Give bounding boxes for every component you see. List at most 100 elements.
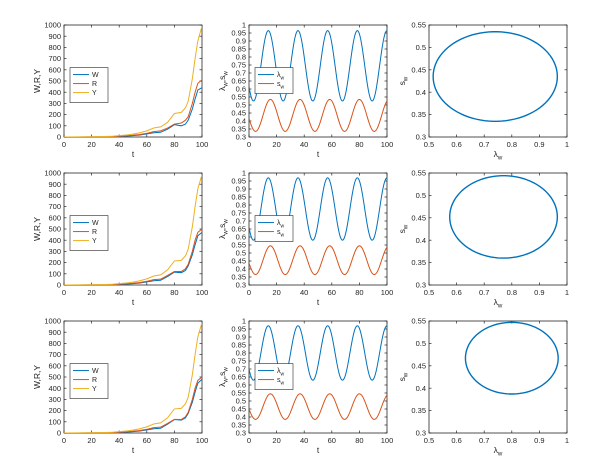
- legend-box: [69, 67, 109, 103]
- legend-box: [254, 67, 294, 94]
- y-axis-label: λw,sw: [217, 71, 230, 91]
- y-tick-label: 200: [48, 110, 61, 119]
- series-line-sw: [249, 393, 387, 420]
- y-tick-label: 0.7: [236, 365, 246, 374]
- y-tick-label: 1: [242, 21, 246, 30]
- plot-area: [64, 322, 202, 433]
- legend: WRY: [69, 67, 109, 103]
- x-tick-label: 100: [381, 288, 394, 297]
- label-sub: w: [281, 76, 285, 82]
- x-axis-label: t: [317, 149, 320, 159]
- y-tick-label: 0.5: [416, 339, 426, 348]
- y-tick-label: 0.9: [236, 333, 246, 342]
- y-tick-label: 0.6: [236, 233, 246, 242]
- y-tick-label: 0.75: [231, 61, 246, 70]
- x-tick-label: 40: [300, 436, 308, 445]
- y-tick-label: 900: [48, 328, 61, 337]
- y-tick-label: 600: [48, 213, 61, 222]
- y-tick-label: 1000: [44, 21, 61, 30]
- y-tick-label: 0: [57, 429, 61, 438]
- y-tick-label: 100: [48, 269, 61, 278]
- legend: WRY: [69, 363, 109, 399]
- x-tick-label: 1: [565, 140, 569, 149]
- x-axis-label: t: [317, 297, 320, 307]
- label-part: λ: [277, 368, 281, 375]
- y-tick-label: 800: [48, 43, 61, 52]
- y-tick-label: 700: [48, 202, 61, 211]
- y-tick-label: 500: [48, 77, 61, 86]
- x-tick-label: 0: [62, 436, 66, 445]
- x-tick-label: 0.8: [507, 436, 517, 445]
- x-tick-label: 0.8: [507, 140, 517, 149]
- plot-area: [249, 325, 387, 420]
- y-tick-label: 400: [48, 384, 61, 393]
- y-tick-label: 0.75: [231, 209, 246, 218]
- label-sub: w: [403, 76, 410, 82]
- y-tick-label: 800: [48, 191, 61, 200]
- y-tick-label: 0.55: [411, 317, 426, 326]
- y-tick-label: 400: [48, 88, 61, 97]
- series-line-sw: [249, 245, 387, 276]
- y-tick-label: 0.95: [231, 177, 246, 186]
- x-axis-label: λw: [494, 297, 503, 310]
- y-tick-label: 0.35: [411, 406, 426, 415]
- plot-area: [64, 174, 202, 285]
- y-tick-label: 0.4: [416, 236, 426, 245]
- y-tick-label: 400: [48, 236, 61, 245]
- y-tick-label: 0.45: [231, 405, 246, 414]
- label-sub: w: [497, 303, 503, 310]
- y-tick-label: 0.35: [411, 258, 426, 267]
- x-tick-label: 40: [115, 140, 123, 149]
- y-tick-label: 200: [48, 258, 61, 267]
- y-tick-label: 0.85: [231, 193, 246, 202]
- y-tick-label: 100: [48, 121, 61, 130]
- label-sub: w: [223, 378, 230, 384]
- y-tick-label: 0.5: [416, 191, 426, 200]
- label-part: λ: [217, 234, 227, 239]
- label-part: ,s: [217, 224, 227, 231]
- x-tick-label: 0.9: [534, 288, 544, 297]
- label-part: s: [277, 81, 281, 88]
- x-tick-label: 60: [328, 288, 336, 297]
- label-sub: w: [223, 230, 230, 236]
- label-sub: w: [223, 71, 230, 77]
- x-tick-label: 20: [87, 140, 95, 149]
- y-tick-label: 1000: [44, 169, 61, 178]
- label-sub: w: [403, 224, 410, 230]
- x-tick-label: 0.5: [424, 288, 434, 297]
- label-part: λ: [217, 382, 227, 387]
- y-tick-label: 0.4: [236, 413, 246, 422]
- panel-9: 0.5 0.6 0.7 0.8 0.9 10.30.350.40.450.50.55λws…: [397, 317, 569, 458]
- y-tick-label: 0.3: [236, 133, 246, 142]
- x-axis-label: λw: [494, 149, 503, 162]
- legend-label-sw: sw: [277, 229, 285, 239]
- label-sub: w: [403, 372, 410, 378]
- series-line-λw: [249, 177, 387, 241]
- y-tick-label: 500: [48, 373, 61, 382]
- y-tick-label: 0.3: [416, 429, 426, 438]
- y-tick-label: 0.3: [236, 429, 246, 438]
- label-part: ,s: [217, 372, 227, 379]
- y-tick-label: 100: [48, 417, 61, 426]
- legend-label-λw: λw: [277, 368, 285, 378]
- plot-area: [249, 30, 387, 132]
- x-tick-label: 0.6: [451, 288, 461, 297]
- x-axis-label: t: [132, 297, 135, 307]
- label-sub: w: [223, 219, 230, 225]
- y-tick-label: 0.65: [231, 373, 246, 382]
- x-tick-label: 20: [87, 288, 95, 297]
- legend-label-Y: Y: [92, 238, 97, 245]
- y-tick-label: 900: [48, 180, 61, 189]
- x-tick-label: 60: [143, 140, 151, 149]
- x-tick-label: 100: [196, 288, 209, 297]
- y-tick-label: 300: [48, 247, 61, 256]
- plot-area: [464, 321, 559, 395]
- axes-box: [428, 320, 568, 434]
- series-line-orbit: [448, 175, 559, 259]
- label-part: s: [277, 377, 281, 384]
- y-tick-label: 0.7: [236, 69, 246, 78]
- y-tick-label: 0: [57, 281, 61, 290]
- x-tick-label: 20: [272, 436, 280, 445]
- x-tick-label: 20: [87, 436, 95, 445]
